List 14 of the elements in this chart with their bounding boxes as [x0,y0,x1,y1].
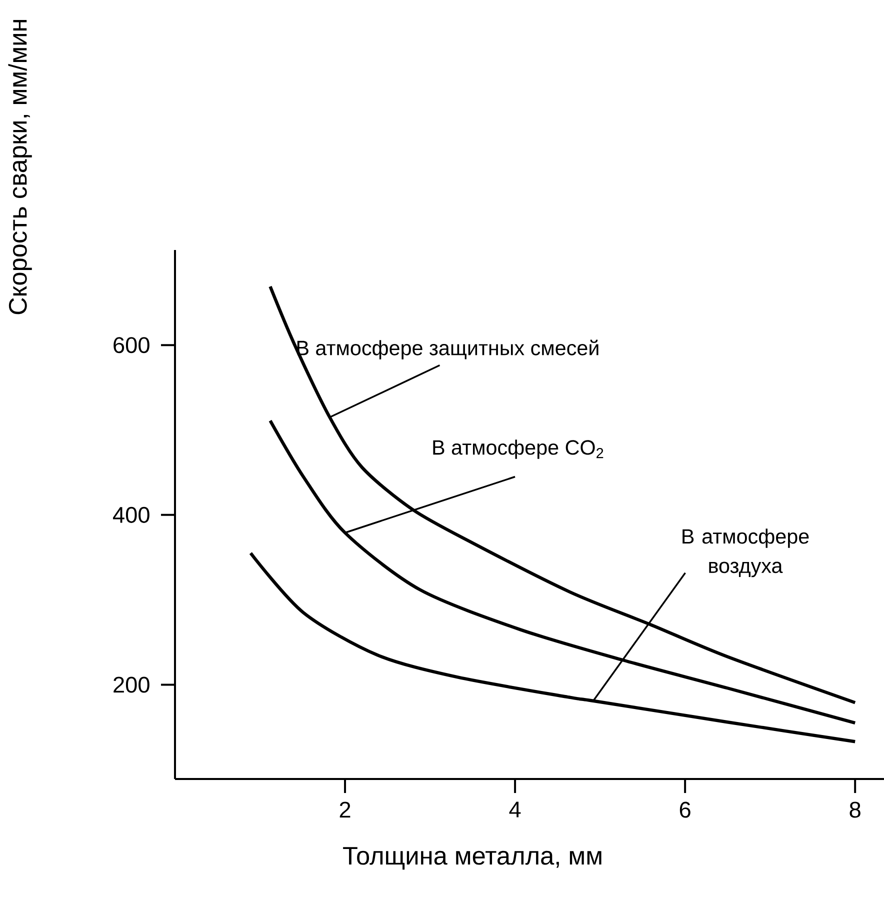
x-axis-title: Толщина металла, мм [343,847,602,870]
y-tick-label: 200 [114,676,150,693]
y-tick-label: 400 [112,506,150,523]
annotation: В атмосфере CO$_{2}$ [433,440,604,459]
x-tick-label: 6 [680,802,690,818]
line-series [268,419,857,725]
line-series [268,284,857,704]
line-series [249,552,857,744]
x-tick-label: 4 [509,802,521,818]
x-tick-label: 2 [340,802,350,818]
annotation: В атмосфере воздуха [682,528,809,578]
x-tick-label: 8 [850,802,860,818]
y-tick-label: 600 [114,337,150,354]
y-axis-title: Скорость сварки, мм/мин [8,20,32,314]
